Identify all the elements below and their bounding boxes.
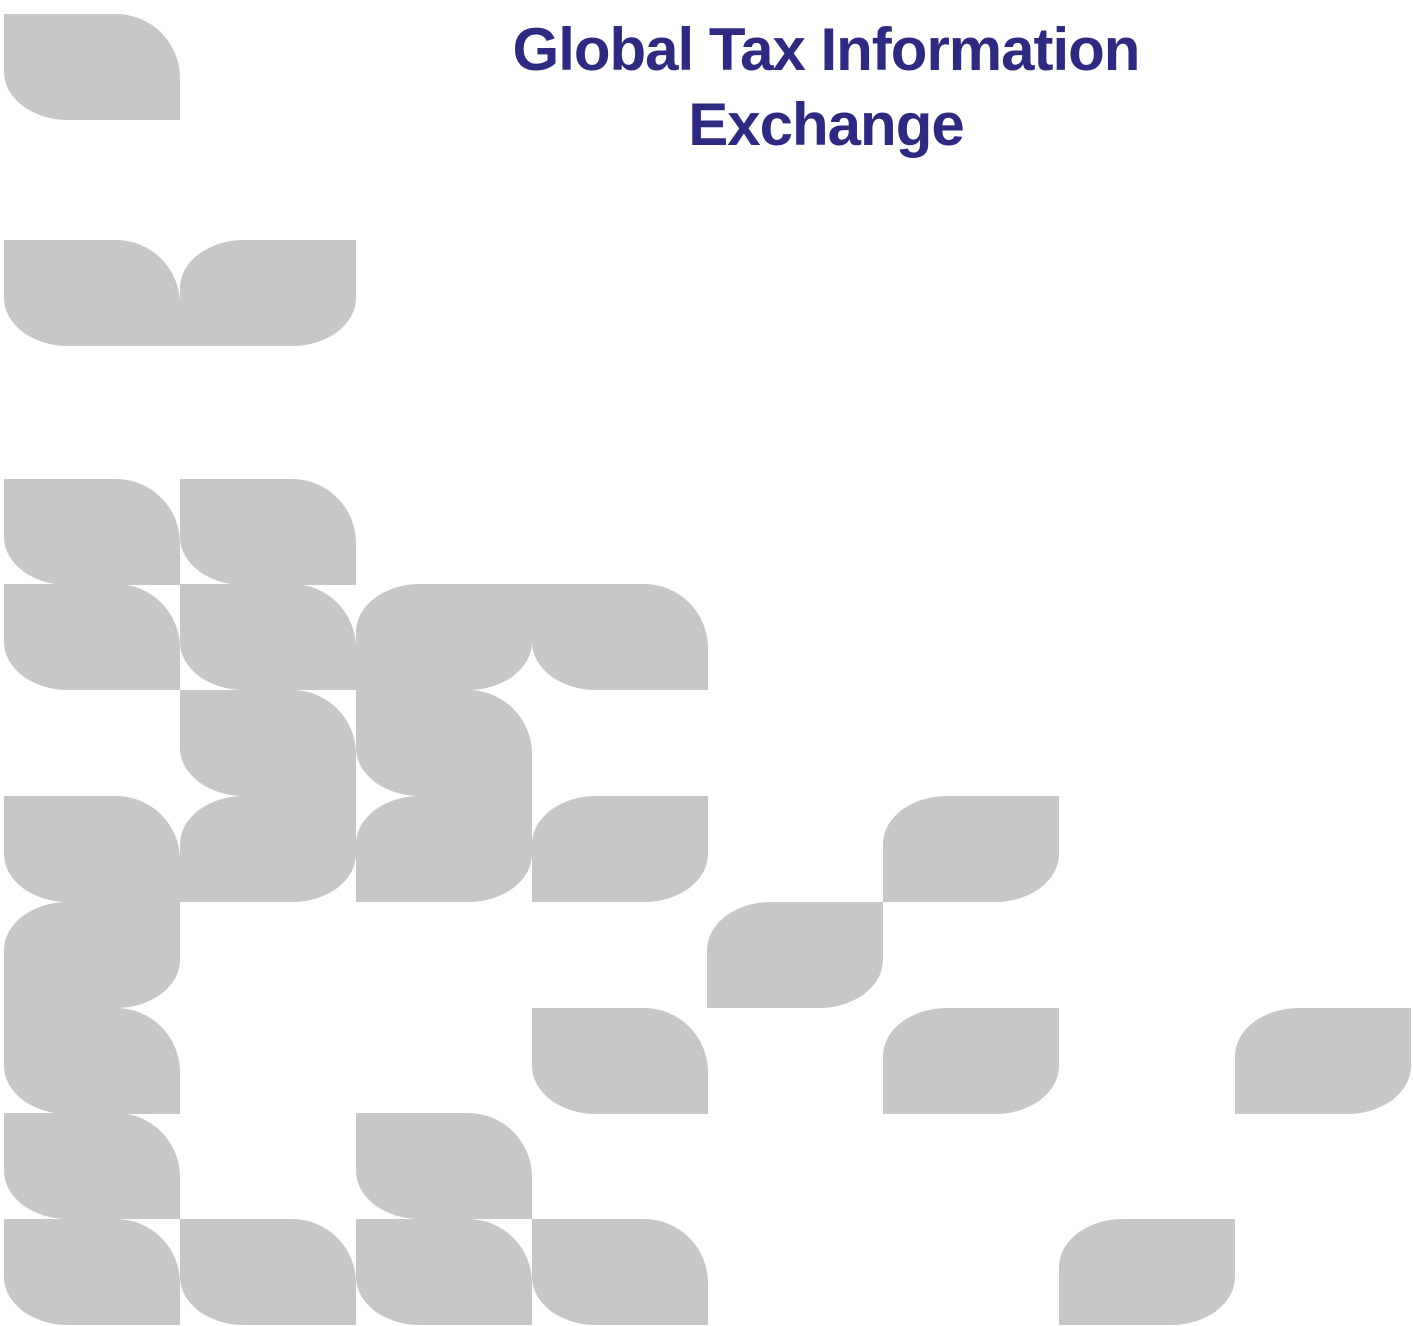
leaf-tile (1059, 1219, 1235, 1325)
leaf-tile (4, 1219, 180, 1325)
leaf-tile (1235, 1008, 1411, 1114)
document-title: Global Tax Information Exchange (512, 16, 1141, 158)
leaf-tile (180, 479, 356, 585)
leaf-tile (356, 796, 532, 902)
leaf-tile (4, 796, 180, 902)
leaf-tile (532, 1219, 708, 1325)
leaf-tile (4, 14, 180, 120)
leaf-tile (356, 1219, 532, 1325)
leaf-tile (4, 1113, 180, 1219)
leaf-tile (883, 1008, 1059, 1114)
leaf-tile (883, 796, 1059, 902)
leaf-tile (4, 479, 180, 585)
leaf-tile (532, 584, 708, 690)
leaf-tile (356, 690, 532, 796)
leaf-tile (532, 796, 708, 902)
leaf-tile (4, 240, 180, 346)
leaf-tile (180, 584, 356, 690)
leaf-tile (4, 1008, 180, 1114)
leaf-tile (180, 1219, 356, 1325)
leaf-tile (356, 1113, 532, 1219)
leaf-tile (180, 690, 356, 796)
leaf-tile (4, 584, 180, 690)
leaf-tile (4, 902, 180, 1008)
leaf-tile (180, 796, 356, 902)
leaf-tile (532, 1008, 708, 1114)
leaf-tile (356, 584, 532, 690)
leaf-tile (180, 240, 356, 346)
leaf-tile (707, 902, 883, 1008)
